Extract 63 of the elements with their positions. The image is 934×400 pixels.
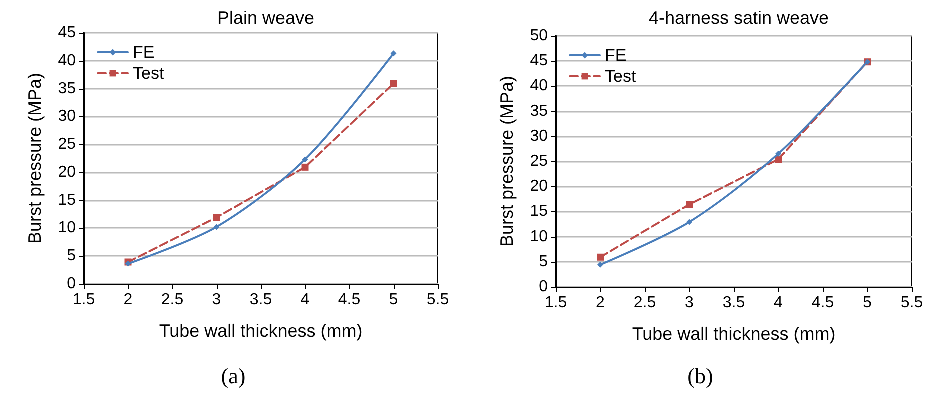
y-tick-label: 50 bbox=[530, 28, 548, 44]
y-tick-label: 5 bbox=[67, 248, 76, 265]
y-tick-label: 10 bbox=[58, 220, 76, 237]
point bbox=[776, 150, 782, 157]
y-tick-label: 40 bbox=[58, 52, 76, 70]
x-tick-label: 3 bbox=[212, 292, 222, 308]
x-tick-label: 5.5 bbox=[426, 292, 450, 308]
point bbox=[686, 201, 693, 208]
x-tick-label: 5 bbox=[863, 294, 872, 312]
x-axis-title: Tube wall thickness (mm) bbox=[632, 324, 836, 344]
legend-label: FE bbox=[133, 43, 155, 62]
point bbox=[775, 156, 782, 163]
y-tick-label: 30 bbox=[58, 108, 76, 126]
x-tick-label: 2 bbox=[124, 292, 133, 308]
y-tick-label: 25 bbox=[58, 136, 76, 154]
x-tick-label: 3.5 bbox=[722, 294, 746, 312]
y-tick-label: 35 bbox=[530, 102, 548, 120]
y-tick-label: 10 bbox=[530, 228, 548, 246]
y-tick-label: 40 bbox=[530, 78, 548, 95]
point bbox=[213, 214, 220, 222]
y-tick-label: 25 bbox=[530, 153, 548, 170]
legend-label: Test bbox=[133, 64, 164, 83]
chart-title: Plain weave bbox=[217, 8, 315, 28]
point bbox=[686, 219, 692, 226]
x-tick-label: 1.5 bbox=[72, 292, 96, 308]
x-tick-label: 3.5 bbox=[250, 292, 272, 308]
point bbox=[598, 262, 604, 268]
y-axis-title: Burst pressure (MPa) bbox=[497, 76, 517, 248]
point bbox=[302, 164, 309, 171]
chart-title: 4-harness satin weave bbox=[648, 8, 830, 28]
x-tick-label: 2.5 bbox=[634, 294, 656, 312]
point bbox=[302, 156, 308, 163]
point bbox=[214, 224, 220, 230]
x-tick-label: 5 bbox=[389, 292, 398, 308]
x-tick-label: 1.5 bbox=[544, 294, 568, 312]
point bbox=[597, 254, 604, 261]
y-tick-label: 0 bbox=[67, 276, 76, 292]
x-axis-title: Tube wall thickness (mm) bbox=[159, 321, 363, 341]
x-tick-label: 3 bbox=[685, 294, 694, 312]
text: (a) bbox=[221, 364, 246, 388]
y-tick-label: 0 bbox=[539, 278, 548, 296]
x-tick-label: 4 bbox=[774, 294, 784, 312]
x-tick-label: 2.5 bbox=[161, 292, 184, 308]
point bbox=[390, 50, 397, 57]
x-tick-label: 5.5 bbox=[900, 294, 924, 312]
y-tick-label: 35 bbox=[58, 80, 76, 98]
y-tick-label: 20 bbox=[58, 164, 76, 181]
point bbox=[390, 80, 398, 88]
x-tick-label: 4.5 bbox=[812, 294, 834, 312]
y-axis-title: Burst pressure (MPa) bbox=[25, 72, 45, 244]
legend-label: FE bbox=[605, 46, 627, 65]
x-tick-label: 4 bbox=[300, 292, 310, 308]
y-tick-label: 45 bbox=[58, 24, 76, 42]
y-tick-label: 20 bbox=[530, 178, 548, 196]
y-tick-label: 15 bbox=[530, 203, 548, 220]
y-tick-label: 45 bbox=[530, 52, 548, 70]
x-tick-label: 4.5 bbox=[338, 292, 361, 308]
y-tick-label: 5 bbox=[539, 253, 548, 270]
text: (b) bbox=[688, 364, 714, 388]
x-tick-label: 2 bbox=[596, 294, 606, 312]
y-tick-label: 15 bbox=[58, 192, 76, 209]
y-tick-label: 30 bbox=[530, 128, 548, 145]
legend-label: Test bbox=[605, 67, 636, 86]
